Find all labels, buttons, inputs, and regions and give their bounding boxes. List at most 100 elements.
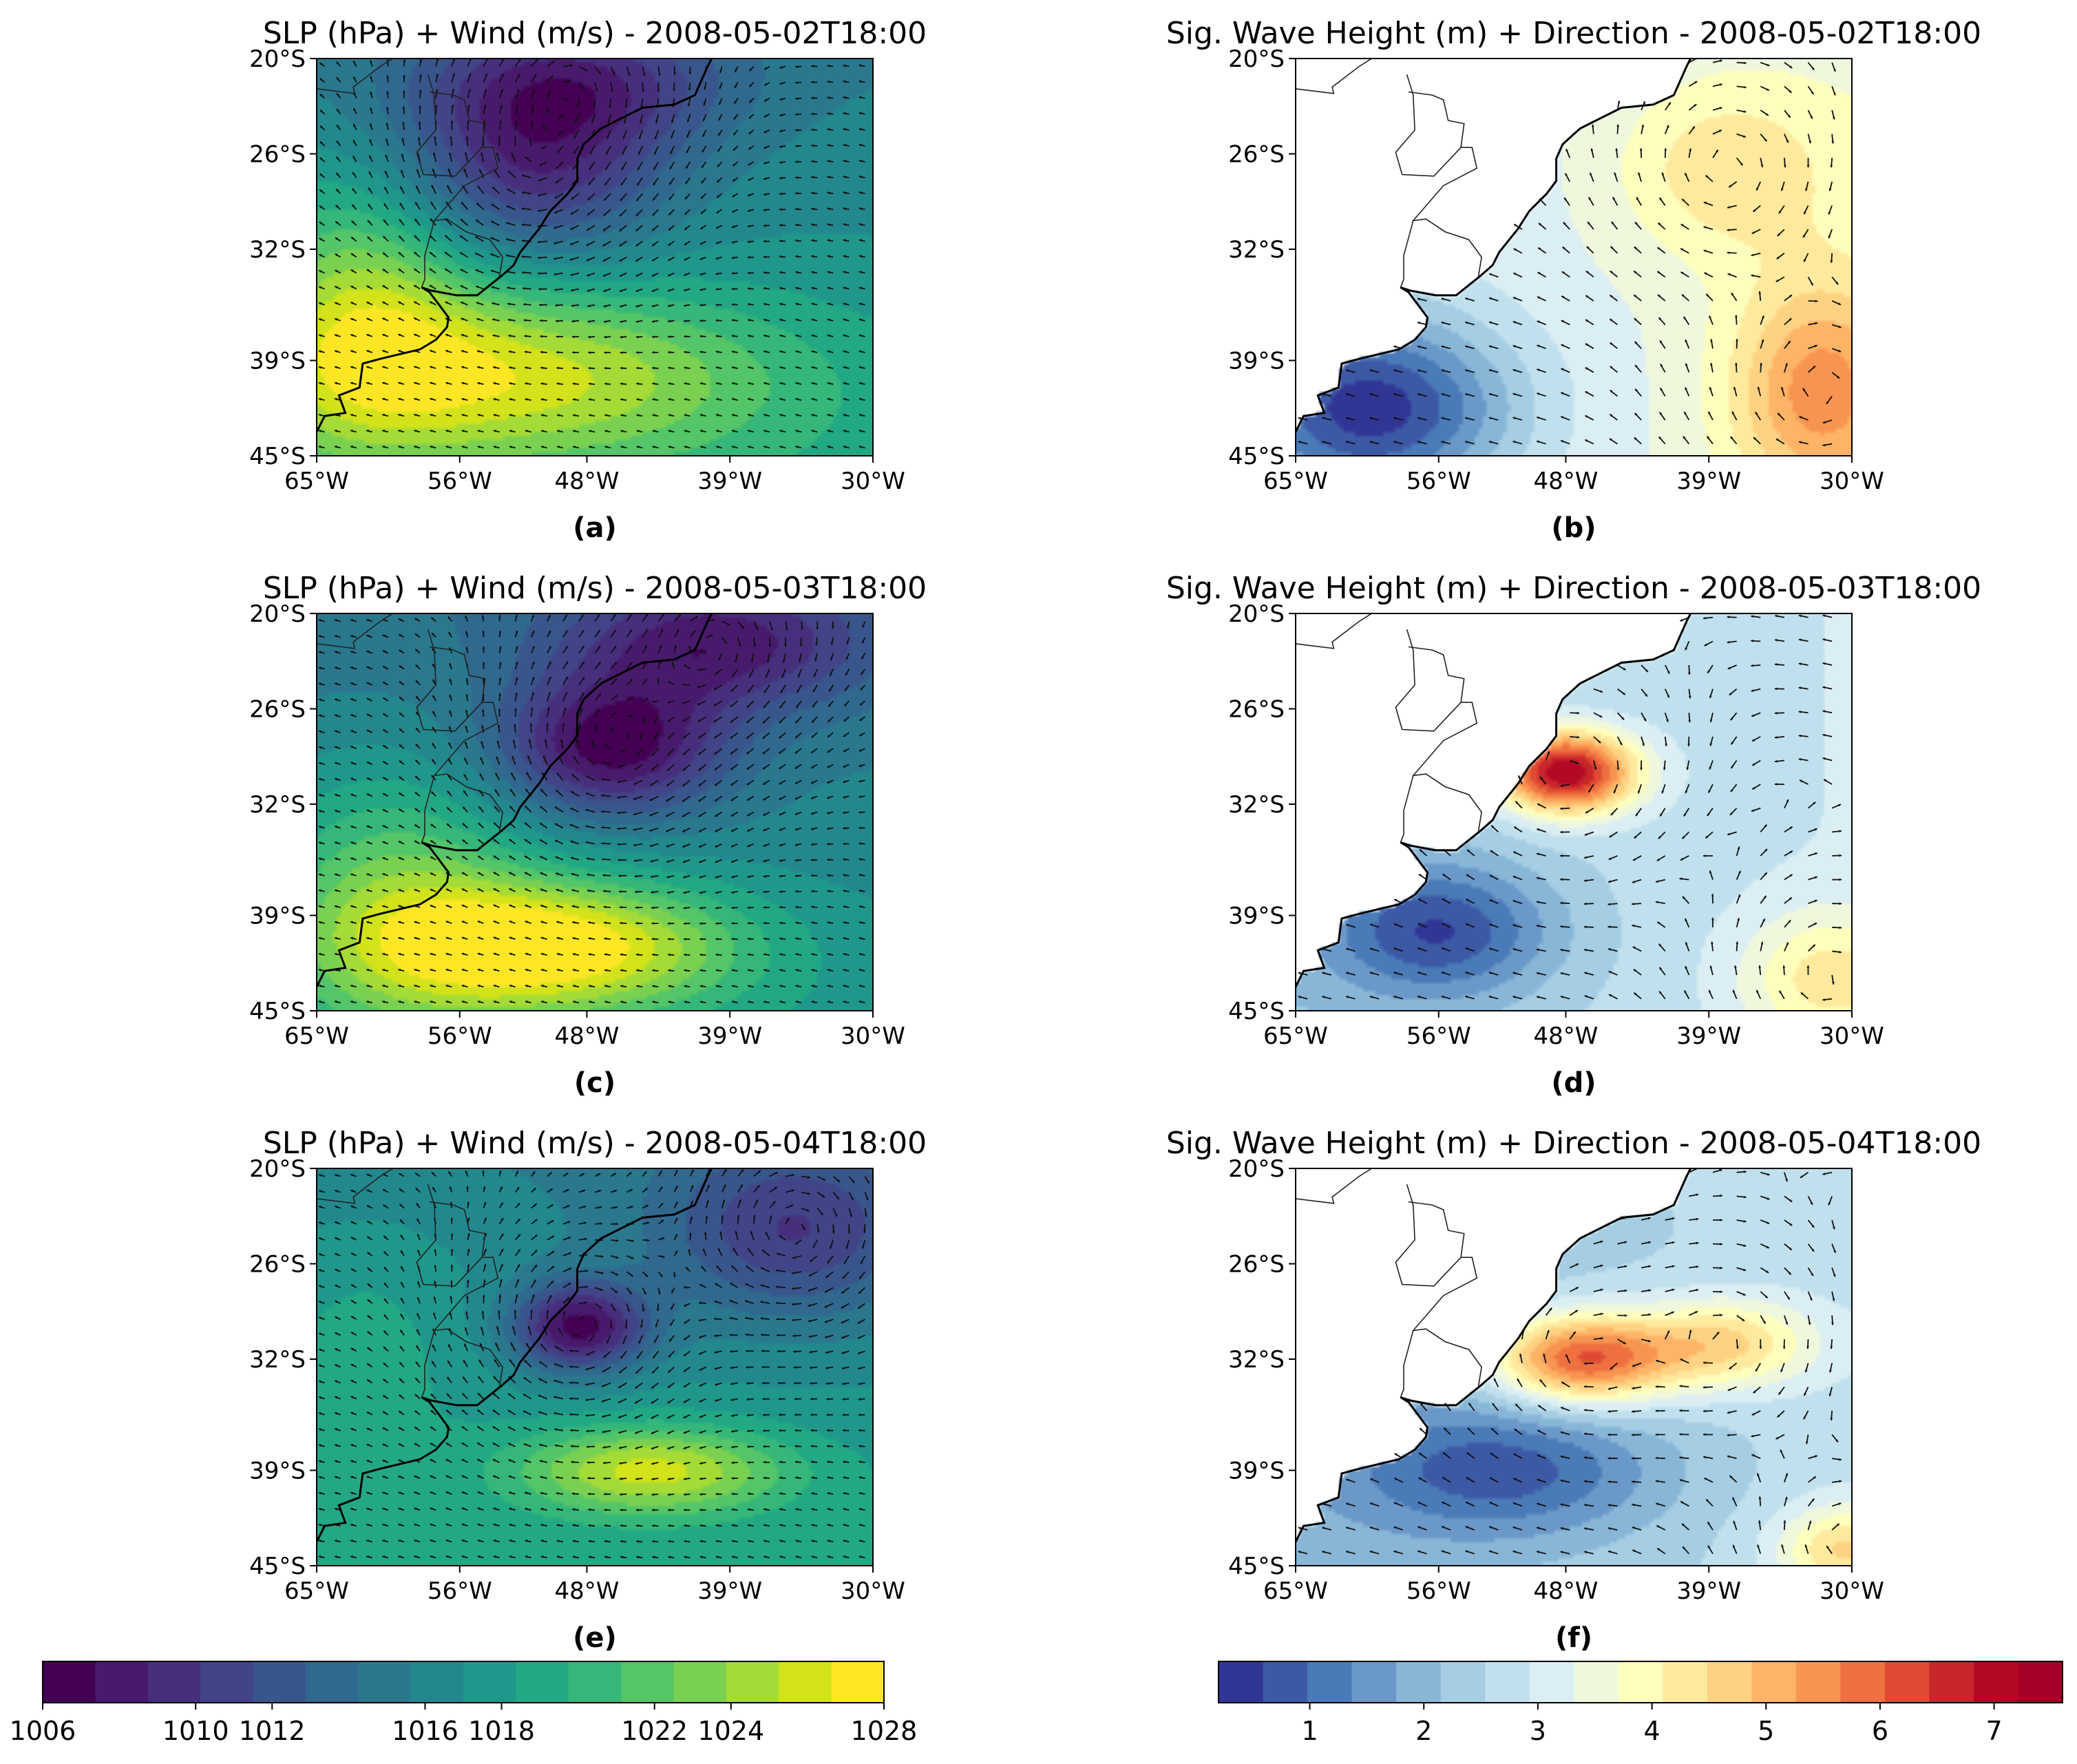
coastline-a (317, 59, 713, 433)
colorbar-slp-tick-label: 1018 (468, 1716, 535, 1746)
colorbar-hs-ticks: 1 2 3 4 5 6 7 (1301, 1703, 2003, 1746)
colorbar-slp-swatch (410, 1661, 464, 1703)
xtick-label-f: 39°W (1676, 1577, 1741, 1605)
ytick-label-e: 32°S (249, 1346, 306, 1374)
xtick-label-d: 39°W (1676, 1022, 1741, 1050)
colorbar-hs-swatch (1840, 1661, 1886, 1703)
field-f (1296, 1168, 1852, 1566)
ytick-label-c: 39°S (249, 903, 306, 930)
vectors-d (1298, 614, 1842, 1001)
xtick-label-b: 48°W (1534, 468, 1599, 495)
frame-f (1295, 1168, 1853, 1566)
colorbar-hs-swatch (1219, 1661, 1264, 1703)
colorbar-hs-swatch (1440, 1661, 1486, 1703)
colorbar-slp-tick-label: 1010 (162, 1716, 229, 1746)
colorbar-hs-tick-label: 4 (1643, 1716, 1660, 1746)
colorbar-hs-swatch (1574, 1661, 1619, 1703)
colorbar-slp-swatch (253, 1661, 306, 1703)
colorbar-hs-tick-label: 3 (1530, 1716, 1546, 1746)
xtick-label-a: 56°W (428, 468, 492, 495)
frame-b (1295, 58, 1853, 456)
colorbar-slp: 1006 1010 1012 1016 1018 1022 1024 1028 (10, 1661, 918, 1746)
colorbar-hs-frame (1218, 1661, 2063, 1703)
panel-d: Sig. Wave Height (m) + Direction - 2008-… (1166, 571, 1981, 1099)
colorbar-slp-swatches (43, 1661, 885, 1703)
panel-label-a: (a) (573, 512, 617, 544)
xtick-label-e: 30°W (841, 1577, 905, 1605)
colorbar-slp-swatch (95, 1661, 149, 1703)
colorbar-slp-swatch (147, 1661, 201, 1703)
colorbar-slp-swatch (516, 1661, 569, 1703)
ytick-label-e: 45°S (249, 1553, 306, 1580)
colorbar-hs-swatch (1884, 1661, 1930, 1703)
frame-a (316, 58, 874, 456)
xtick-label-f: 48°W (1534, 1577, 1599, 1605)
frame-d (1295, 613, 1853, 1011)
panel-label-e: (e) (573, 1622, 617, 1654)
ytick-label-b: 39°S (1228, 348, 1285, 375)
ytick-label-f: 32°S (1228, 1346, 1285, 1374)
ytick-label-b: 26°S (1228, 140, 1285, 168)
ytick-label-c: 20°S (249, 600, 306, 628)
ytick-label-a: 26°S (249, 140, 306, 168)
colorbar-hs-swatch (1973, 1661, 2018, 1703)
xtick-label-b: 56°W (1406, 468, 1471, 495)
colorbar-hs-swatch (2018, 1661, 2063, 1703)
xtick-label-f: 65°W (1263, 1577, 1328, 1605)
panel-e: SLP (hPa) + Wind (m/s) - 2008-05-04T18:0… (249, 1126, 927, 1654)
colorbar-hs-swatches (1219, 1661, 2063, 1703)
xtick-label-d: 30°W (1820, 1022, 1884, 1050)
ytick-label-d: 32°S (1228, 791, 1285, 819)
colorbar-slp-tick-label: 1006 (10, 1716, 76, 1746)
vectors-a (318, 59, 865, 449)
colorbar-hs-swatch (1795, 1661, 1841, 1703)
panel-label-f: (f) (1555, 1622, 1592, 1654)
vectors-c (318, 613, 866, 1004)
vectors-b (1298, 59, 1842, 447)
xtick-label-a: 30°W (841, 468, 905, 495)
xtick-label-e: 65°W (284, 1577, 349, 1605)
xtick-label-e: 48°W (555, 1577, 620, 1605)
xtick-label-a: 65°W (284, 468, 349, 495)
panel-f: Sig. Wave Height (m) + Direction - 2008-… (1166, 1126, 1981, 1654)
colorbar-slp-tick-label: 1028 (851, 1716, 918, 1746)
ytick-label-b: 32°S (1228, 236, 1285, 264)
coastline-e (317, 1168, 713, 1543)
xtick-label-e: 39°W (697, 1577, 762, 1605)
xtick-label-a: 48°W (555, 468, 620, 495)
xtick-label-b: 39°W (1676, 468, 1741, 495)
xtick-label-c: 65°W (284, 1022, 349, 1050)
colorbar-slp-swatch (779, 1661, 832, 1703)
panel-title-e: SLP (hPa) + Wind (m/s) - 2008-05-04T18:0… (263, 1126, 927, 1161)
xtick-label-c: 48°W (555, 1022, 620, 1050)
xtick-label-b: 65°W (1263, 468, 1328, 495)
frame-c (316, 613, 874, 1011)
ytick-label-a: 32°S (249, 236, 306, 264)
ytick-label-f: 20°S (1228, 1155, 1285, 1183)
colorbar-hs-swatch (1663, 1661, 1708, 1703)
colorbar-hs-tick-label: 1 (1301, 1716, 1318, 1746)
colorbar-hs-tick-label: 5 (1758, 1716, 1774, 1746)
xtick-label-d: 65°W (1263, 1022, 1328, 1050)
field-d (1296, 613, 1852, 1011)
colorbar-hs-swatch (1707, 1661, 1752, 1703)
panel-label-b: (b) (1551, 512, 1596, 544)
panel-title-b: Sig. Wave Height (m) + Direction - 2008-… (1166, 16, 1981, 51)
colorbar-hs-swatch (1929, 1661, 1974, 1703)
vectors-f (1298, 1168, 1842, 1555)
colorbar-slp-swatch (43, 1661, 96, 1703)
colorbar-slp-swatch (831, 1661, 885, 1703)
colorbar-slp-swatch (463, 1661, 516, 1703)
ytick-label-d: 45°S (1228, 998, 1285, 1025)
ytick-label-e: 20°S (249, 1155, 306, 1183)
colorbar-hs-swatch (1618, 1661, 1663, 1703)
colorbar-hs-swatch (1351, 1661, 1397, 1703)
panel-title-c: SLP (hPa) + Wind (m/s) - 2008-05-03T18:0… (263, 571, 927, 606)
panel-title-a: SLP (hPa) + Wind (m/s) - 2008-05-02T18:0… (263, 16, 927, 51)
colorbar-hs-swatch (1485, 1661, 1530, 1703)
colorbar-slp-swatch (568, 1661, 622, 1703)
colorbar-slp-swatch (358, 1661, 412, 1703)
panel-label-d: (d) (1551, 1067, 1596, 1099)
coastline-d (1296, 613, 1692, 988)
